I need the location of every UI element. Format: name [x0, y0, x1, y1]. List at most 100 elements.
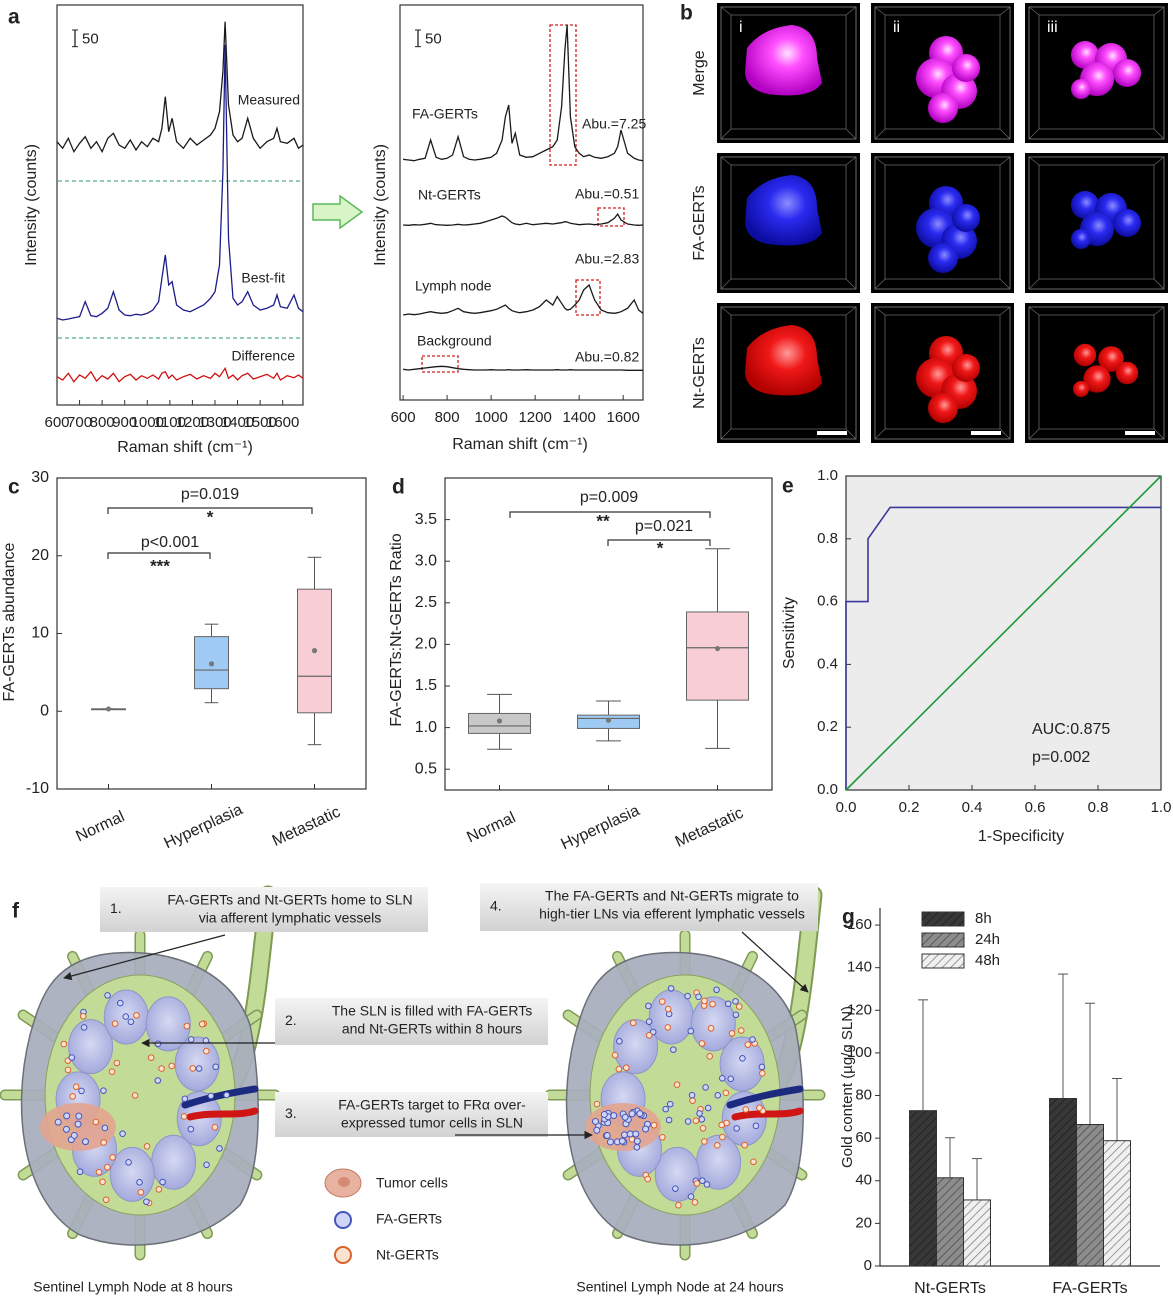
- step-number: 2.: [285, 1012, 297, 1028]
- follicle: [174, 1036, 220, 1092]
- mean: [311, 648, 318, 654]
- blob: [745, 175, 822, 246]
- fa-gert: [154, 1077, 162, 1084]
- step-text: expressed tumor cells in SLN: [341, 1115, 523, 1131]
- x-tick-label: Normal: [73, 808, 127, 845]
- fa-gert: [636, 1110, 644, 1118]
- bar-hatch: [1103, 1140, 1131, 1266]
- bracket: [509, 511, 711, 518]
- blob: [1113, 209, 1141, 237]
- nt-gert: [198, 1020, 206, 1028]
- plot-frame: [56, 4, 304, 406]
- fa-gert: [616, 1037, 623, 1045]
- annotation: *: [657, 538, 664, 557]
- nt-gert: [658, 998, 666, 1005]
- arrow: [312, 194, 364, 230]
- fa-gert: [62, 1125, 70, 1133]
- fa-gert: [688, 1091, 696, 1099]
- wire-frame: [1028, 156, 1165, 290]
- wire-frame: [1028, 306, 1165, 440]
- y-tick-label: 40: [855, 1172, 872, 1189]
- wire-frame: [1028, 306, 1165, 440]
- fa-gert: [618, 1137, 626, 1145]
- fa-gert: [216, 1145, 223, 1152]
- column-label: ii: [893, 19, 900, 36]
- plot-frame: [399, 4, 644, 401]
- x-tick-label: 1300: [198, 414, 231, 431]
- nt-gert: [699, 1125, 707, 1132]
- x-tick-label: 0.8: [1088, 799, 1109, 816]
- fa-gert: [752, 1122, 760, 1130]
- follicle: [68, 1019, 114, 1075]
- legend-hatch: [922, 933, 964, 947]
- y-tick-label: 0: [864, 1257, 872, 1274]
- wire-frame: [1028, 156, 1165, 290]
- y-tick-label: 0.2: [817, 718, 838, 735]
- nt-gert: [689, 1097, 696, 1104]
- nt-gert: [92, 1118, 100, 1126]
- blob: [1071, 79, 1091, 99]
- nt-gert: [645, 1032, 653, 1039]
- nt-gert: [709, 1000, 716, 1008]
- x-tick-label: 800: [435, 409, 460, 426]
- nt-gert: [183, 1022, 191, 1030]
- nt-gert: [111, 1020, 119, 1027]
- image-tile: [1025, 153, 1168, 293]
- fa-gert: [733, 1125, 740, 1132]
- panel-label: d: [392, 476, 405, 499]
- abundance-label: Abu.=2.83: [575, 251, 639, 267]
- fa-gert: [696, 1110, 703, 1117]
- fa-gert: [116, 999, 124, 1007]
- nt-gert: [718, 1121, 725, 1129]
- wire-frame: [884, 164, 1001, 280]
- panel-label: e: [782, 475, 794, 498]
- fa-gert: [718, 1074, 726, 1082]
- follicle: [690, 996, 736, 1052]
- highlight-box: [597, 207, 625, 227]
- y-tick-label: 2.5: [415, 594, 437, 611]
- series-line: [56, 44, 304, 321]
- bar-hatch: [1049, 1098, 1077, 1266]
- x-tick-label: Hyperplasia: [162, 801, 246, 852]
- x-tick-label: 1000: [131, 414, 164, 431]
- image-tile: [717, 303, 860, 443]
- x-tick-label: 700: [67, 414, 92, 431]
- x-axis-label: Raman shift (cm⁻¹): [117, 439, 253, 456]
- nt-gert: [698, 1040, 706, 1047]
- wire-frame: [720, 156, 857, 290]
- figure-layer: [58, 24, 625, 373]
- blood-vessel: [726, 1085, 804, 1109]
- nt-gert: [664, 1005, 672, 1013]
- annotation: AUC:0.875: [1032, 721, 1110, 738]
- fa-gert: [606, 1138, 614, 1146]
- fa-gert: [187, 1036, 195, 1043]
- x-tick-label: Normal: [464, 809, 518, 846]
- fa-gert: [672, 1185, 679, 1192]
- nt-gert: [615, 1065, 623, 1073]
- mean: [605, 717, 612, 723]
- y-tick-label: 160: [847, 916, 872, 933]
- highlight-boxes: [421, 24, 625, 373]
- bar-hatch: [963, 1199, 991, 1266]
- y-tick-label: 20: [31, 547, 49, 564]
- fa-gert: [621, 1131, 629, 1139]
- nt-gert: [650, 1121, 658, 1129]
- legend-hatch: [922, 912, 964, 926]
- nt-gert: [100, 1139, 107, 1146]
- fa-gert: [63, 1112, 71, 1120]
- follicle: [654, 1146, 700, 1202]
- fa-gert: [704, 1104, 712, 1112]
- y-tick-label: 0: [40, 702, 49, 719]
- y-tick-label: 0.8: [817, 530, 838, 547]
- wire-frame: [720, 306, 857, 440]
- nt-gert: [675, 1201, 682, 1209]
- legend-tumor-nucleus: [338, 1177, 350, 1187]
- x-tick-label: 0.0: [836, 799, 857, 816]
- fa-gert: [666, 1100, 674, 1108]
- fa-gert: [75, 1112, 83, 1120]
- fa-gert: [78, 1087, 85, 1095]
- fa-gert: [632, 1130, 640, 1138]
- lymph-node: [544, 885, 826, 1261]
- fa-gert: [195, 1065, 203, 1072]
